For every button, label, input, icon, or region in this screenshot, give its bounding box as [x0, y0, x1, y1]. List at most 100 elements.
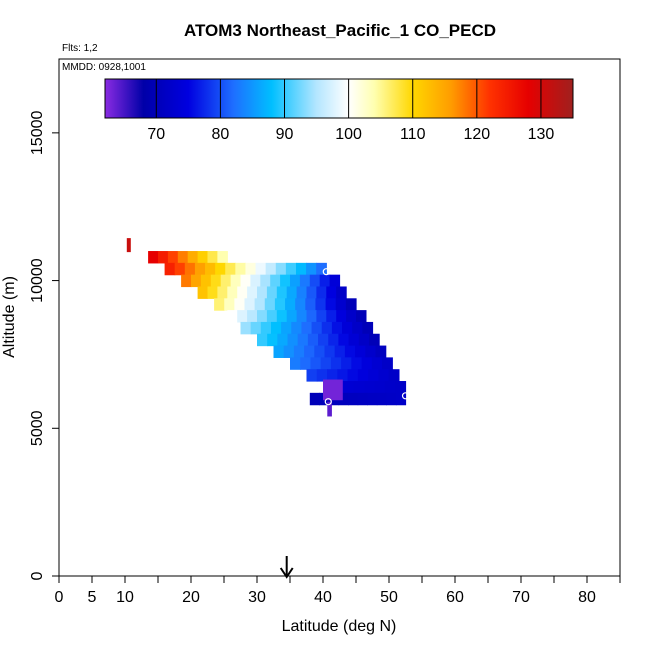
heatmap-cell	[281, 321, 292, 335]
x-tick-label: 30	[248, 589, 266, 606]
heatmap-cell	[283, 345, 295, 358]
heatmap-cell	[191, 274, 202, 288]
heatmap-cell	[330, 357, 342, 370]
heatmap-cell	[257, 333, 268, 347]
heatmap-cell	[266, 310, 278, 323]
heatmap-cell	[187, 251, 199, 264]
heatmap-cell	[224, 298, 235, 311]
heatmap-cell	[306, 369, 318, 382]
heatmap-cell	[325, 298, 337, 311]
heatmap-cell	[309, 274, 321, 288]
heatmap-cell	[321, 321, 333, 335]
heatmap-cell	[316, 286, 327, 299]
colorbar-tick-label: 70	[147, 126, 165, 143]
heatmap-cell	[355, 345, 366, 358]
heatmap-cell	[297, 333, 309, 347]
heatmap-cell	[265, 262, 277, 276]
heatmap-cell	[225, 262, 236, 276]
heatmap-cell	[280, 274, 291, 288]
heatmap-cell	[177, 251, 189, 264]
heatmap-cell	[276, 310, 288, 323]
sample-marker	[322, 268, 330, 276]
heatmap-cell	[314, 345, 326, 358]
heatmap-cell	[250, 321, 262, 335]
heatmap-cell	[296, 310, 308, 323]
heatmap-cell	[295, 298, 306, 311]
heatmap-cell	[244, 298, 256, 311]
x-tick-label: 60	[446, 589, 464, 606]
heatmap-cell	[305, 298, 317, 311]
heatmap-cell	[260, 274, 271, 288]
heatmap-cell	[197, 251, 209, 264]
heatmap-cell	[174, 262, 186, 276]
colorbar: 70 80 90 100 110 120 130	[104, 78, 574, 143]
heatmap-cell	[368, 333, 380, 347]
heatmap-cell	[306, 286, 317, 299]
heatmap-cell	[315, 298, 327, 311]
heatmap-cell	[306, 262, 317, 276]
heatmap-cell	[300, 357, 312, 370]
x-tick-label: 70	[512, 589, 530, 606]
heatmap-cell	[247, 310, 258, 323]
sample-marker	[324, 398, 332, 406]
heatmap-cell	[276, 286, 288, 299]
colorbar-ticks: 70 80 90 100 110 120 130	[147, 79, 554, 143]
y-tick-label: 10000	[29, 258, 46, 303]
heatmap-cell	[358, 333, 370, 347]
y-tick-label: 0	[29, 571, 46, 580]
heatmap-cell	[368, 369, 379, 382]
arrow-head	[279, 567, 294, 579]
heatmap-cell	[210, 274, 222, 288]
heatmap-cell	[285, 262, 297, 276]
heatmap-cell	[348, 392, 359, 406]
heatmap-cell	[386, 392, 397, 406]
heatmap-cell	[215, 262, 226, 276]
heatmap-cell	[318, 333, 329, 347]
heatmap-cell	[353, 381, 365, 394]
heatmap-cell	[299, 274, 311, 288]
marker-layer	[322, 268, 410, 406]
colorbar-tick-label: 80	[211, 126, 229, 143]
heatmap-cell	[345, 298, 357, 311]
colorbar-tick-label: 100	[335, 126, 362, 143]
colorbar-gradient	[104, 78, 574, 119]
heatmap-cell	[207, 286, 218, 299]
heatmap-cell	[316, 310, 327, 323]
heatmap-cell	[347, 369, 359, 382]
x-tick-label: 40	[314, 589, 332, 606]
dates-label: MMDD: 0928,1001	[62, 62, 146, 73]
heatmap-cell	[395, 381, 407, 394]
heatmap-cell	[197, 286, 209, 299]
heatmap-cell	[274, 298, 286, 311]
colorbar-tick-label: 130	[528, 126, 555, 143]
x-tick-label: 20	[182, 589, 200, 606]
heatmap-cell	[338, 333, 350, 347]
heatmap-cell	[158, 251, 169, 264]
heatmap-cell	[361, 357, 373, 370]
heatmap-cell	[374, 381, 386, 394]
heatmap-cell	[254, 298, 266, 311]
heatmap-cell	[344, 345, 356, 358]
y-axis: 0 5000 10000 15000	[29, 59, 60, 580]
heatmap-cell	[362, 321, 374, 335]
x-tick-label: 80	[578, 589, 596, 606]
heatmap-cell	[337, 369, 349, 382]
heatmap-cell	[270, 321, 282, 335]
heatmap-cell	[334, 345, 346, 358]
heatmap-cell	[167, 251, 179, 264]
heatmap-cell	[214, 298, 225, 311]
heatmap-cell	[327, 369, 338, 382]
heatmap-cell	[376, 392, 387, 406]
heatmap-cell	[295, 262, 307, 276]
heatmap-cell	[367, 392, 378, 406]
heatmap-cell	[343, 381, 355, 394]
heatmap-cell	[375, 345, 387, 358]
heatmap-cell	[296, 286, 308, 299]
heatmap-cell	[324, 345, 336, 358]
heatmap-cell	[240, 321, 252, 335]
sample-marker	[401, 392, 410, 400]
heatmap-cell	[378, 369, 390, 382]
heatmap-cell	[260, 321, 272, 335]
colorbar-tick-label: 90	[276, 126, 294, 143]
